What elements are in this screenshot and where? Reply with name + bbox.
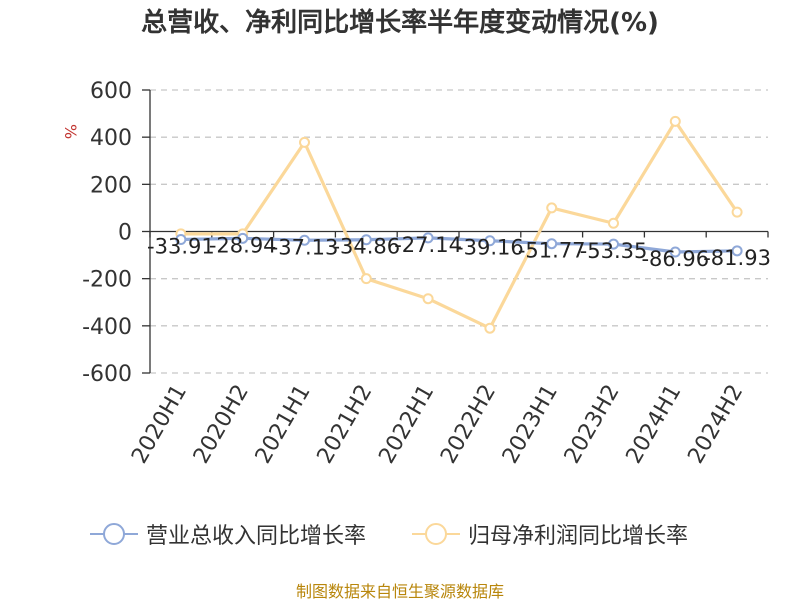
x-tick-label: 2023H2 bbox=[560, 381, 625, 468]
data-label: -34.86 bbox=[332, 235, 400, 259]
data-point-1 bbox=[299, 136, 310, 148]
x-tick-label: 2024H2 bbox=[683, 381, 748, 468]
data-label: -27.14 bbox=[394, 233, 462, 257]
data-label: -33.91 bbox=[147, 234, 215, 258]
data-point-1 bbox=[669, 115, 681, 127]
grid-lines bbox=[150, 89, 768, 374]
data-point-0 bbox=[360, 234, 372, 246]
data-point-1 bbox=[422, 293, 434, 305]
data-labels: -33.91-28.94-37.13-34.86-27.14-39.16-51.… bbox=[147, 233, 771, 271]
legend-label-revenue: 营业总收入同比增长率 bbox=[146, 524, 367, 549]
chart-title: 总营收、净利同比增长率半年度变动情况(%) bbox=[141, 8, 659, 38]
data-point-0 bbox=[175, 233, 187, 245]
data-point-0 bbox=[731, 245, 743, 257]
x-tick-label: 2024H1 bbox=[622, 381, 687, 468]
data-label: -81.93 bbox=[703, 246, 771, 270]
series-line-1 bbox=[180, 119, 739, 330]
data-point-1 bbox=[731, 206, 743, 218]
data-label: -28.94 bbox=[209, 233, 277, 257]
data-point-0 bbox=[484, 235, 496, 247]
y-tick-label: -400 bbox=[82, 315, 132, 340]
series-line-0 bbox=[180, 236, 738, 254]
data-point-1 bbox=[484, 322, 496, 334]
y-tick-label: -200 bbox=[82, 268, 132, 293]
legend-net-profit-icon bbox=[412, 519, 460, 549]
data-label: -53.35 bbox=[580, 239, 648, 263]
legend-item-net-profit[interactable]: 归母净利润同比增长率 bbox=[412, 518, 688, 550]
data-point-1 bbox=[608, 217, 619, 229]
legend-item-revenue[interactable]: 营业总收入同比增长率 bbox=[90, 518, 366, 550]
y-tick-label: 600 bbox=[90, 79, 132, 104]
x-tick-label: 2022H2 bbox=[436, 381, 501, 468]
legend-revenue-icon bbox=[90, 519, 138, 549]
x-tick-label: 2023H1 bbox=[498, 381, 563, 468]
legend: 营业总收入同比增长率 归母净利润同比增长率 bbox=[0, 518, 800, 558]
source-note: 制图数据来自恒生聚源数据库 bbox=[295, 582, 504, 601]
data-point-0 bbox=[299, 234, 310, 246]
y-axis-ticks: 600 400 200 0 -200 -400 -600 bbox=[82, 79, 151, 387]
data-label: -86.96 bbox=[641, 247, 709, 271]
data-point-0 bbox=[422, 232, 434, 244]
data-point-0 bbox=[237, 232, 249, 244]
data-point-1 bbox=[360, 273, 372, 285]
x-tick-label: 2022H1 bbox=[374, 380, 439, 467]
y-tick-label: 400 bbox=[90, 126, 132, 151]
x-tick-label: 2021H1 bbox=[251, 381, 316, 468]
y-tick-label: -600 bbox=[82, 362, 132, 387]
y-tick-label: 200 bbox=[90, 173, 132, 198]
data-point-0 bbox=[608, 238, 619, 250]
data-point-1 bbox=[546, 202, 558, 214]
x-tick-label: 2020H1 bbox=[127, 381, 192, 468]
data-label: -51.77 bbox=[518, 239, 586, 263]
x-tick-label: 2020H2 bbox=[189, 381, 254, 468]
data-point-0 bbox=[546, 238, 558, 250]
data-label: -37.13 bbox=[271, 235, 339, 259]
data-label: -39.16 bbox=[456, 236, 524, 260]
data-point-0 bbox=[669, 246, 681, 258]
y-tick-label: 0 bbox=[118, 221, 132, 246]
x-tick-label: 2021H2 bbox=[313, 381, 378, 468]
series-group bbox=[175, 115, 743, 334]
legend-label-net-profit: 归母净利润同比增长率 bbox=[468, 524, 689, 549]
